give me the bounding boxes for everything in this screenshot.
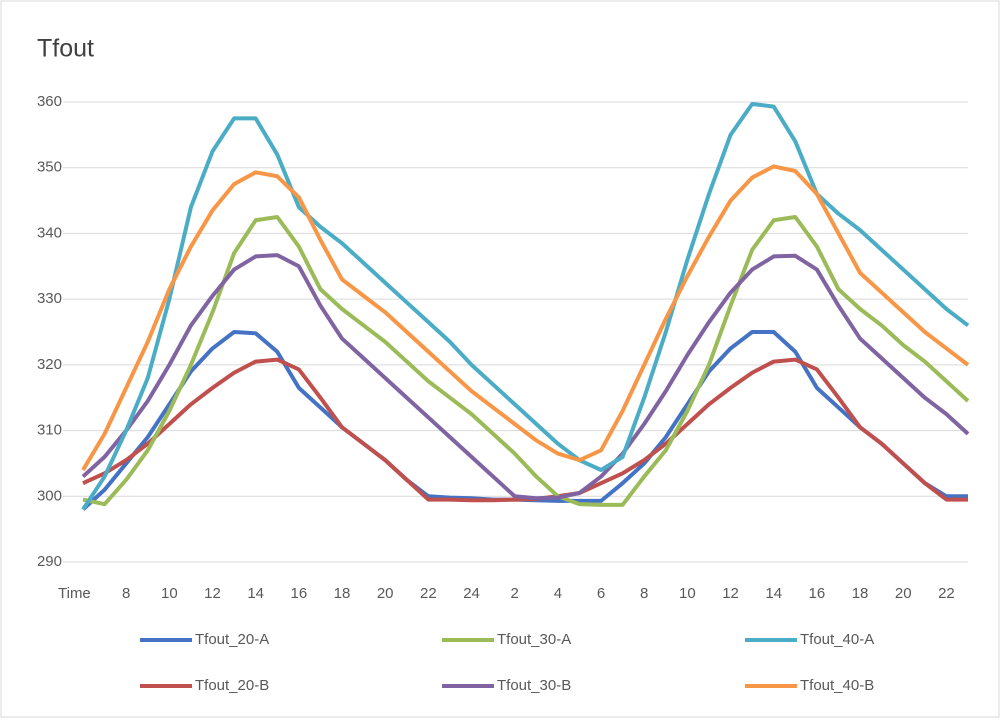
x-tick-label: 12	[204, 585, 221, 602]
y-tick-label: 310	[37, 422, 62, 439]
x-tick-label: 16	[809, 585, 826, 602]
x-tick-label: 14	[765, 585, 782, 602]
y-tick-label: 290	[37, 553, 62, 570]
x-tick-label: 18	[334, 585, 351, 602]
x-tick-label: 12	[722, 585, 739, 602]
x-tick-label: 10	[161, 585, 178, 602]
x-tick-label: 16	[291, 585, 308, 602]
x-tick-label: 8	[640, 585, 648, 602]
x-tick-label: 14	[247, 585, 264, 602]
legend-label: Tfout_40-B	[800, 677, 874, 694]
x-tick-label: Time	[58, 585, 91, 602]
chart-title: Tfout	[37, 35, 94, 63]
y-tick-label: 360	[37, 93, 62, 110]
legend-label: Tfout_20-B	[195, 677, 269, 694]
series-line	[81, 253, 970, 501]
series-line	[82, 215, 970, 507]
series-line	[81, 164, 970, 472]
y-tick-label: 340	[37, 224, 62, 241]
legend-label: Tfout_30-B	[497, 677, 571, 694]
x-tick-label: 22	[938, 585, 955, 602]
legend-label: Tfout_30-A	[497, 631, 571, 648]
x-tick-label: 4	[554, 585, 562, 602]
y-tick-label: 350	[37, 159, 62, 176]
y-tick-label: 320	[37, 356, 62, 373]
legend-label: Tfout_40-A	[800, 631, 874, 648]
x-tick-label: 2	[511, 585, 519, 602]
x-tick-label: 20	[895, 585, 912, 602]
x-tick-label: 20	[377, 585, 394, 602]
x-tick-label: 22	[420, 585, 437, 602]
x-tick-label: 10	[679, 585, 696, 602]
x-tick-label: 6	[597, 585, 605, 602]
y-tick-label: 330	[37, 290, 62, 307]
legend-label: Tfout_20-A	[195, 631, 269, 648]
y-tick-label: 300	[37, 487, 62, 504]
x-tick-label: 18	[852, 585, 869, 602]
x-tick-label: 24	[463, 585, 480, 602]
x-tick-label: 8	[122, 585, 130, 602]
